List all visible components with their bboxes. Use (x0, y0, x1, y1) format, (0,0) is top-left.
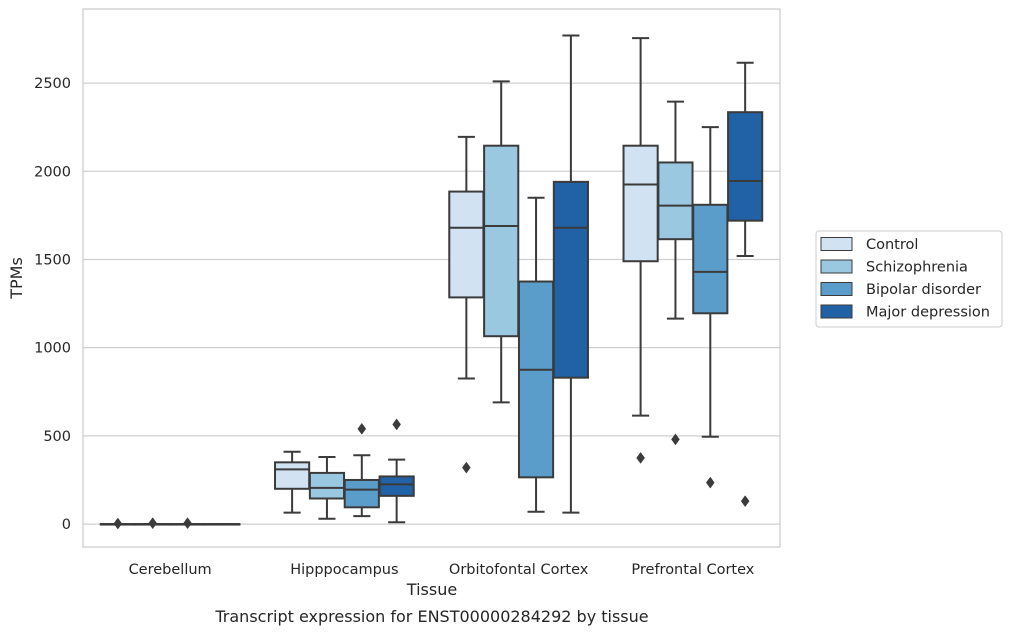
x-axis-label: Tissue (406, 580, 457, 599)
box-body (274, 461, 311, 490)
box-body (343, 478, 380, 509)
outlier-point (636, 451, 645, 464)
box-body (622, 144, 659, 263)
legend-label: Control (866, 237, 918, 253)
box-body (448, 190, 485, 299)
y-axis-label: TPMs (7, 257, 26, 300)
box-body (727, 111, 764, 222)
x-tick-label: Cerebellum (129, 562, 212, 578)
box-body (657, 161, 694, 241)
box-control (274, 450, 311, 514)
y-axis-ticks: 0 500 1000 1500 2000 2500 (34, 76, 71, 533)
box-bipolar-disorder (169, 517, 206, 530)
box-body (378, 475, 415, 497)
outlier-point (183, 517, 192, 530)
legend-frame (815, 230, 1003, 328)
grid-lines (83, 82, 780, 525)
box-major-depression (204, 523, 241, 526)
box-control (622, 37, 659, 464)
box-bipolar-disorder (517, 196, 555, 513)
y-tick-label: 500 (43, 429, 71, 445)
box-bipolar-disorder (343, 422, 380, 518)
legend-label: Major depression (866, 305, 990, 321)
box-body (483, 144, 520, 338)
x-tick-label: Orbitofontal Cortex (449, 562, 589, 578)
outlier-point (740, 495, 750, 508)
box-schizophrenia (657, 100, 694, 446)
legend: Control Schizophrenia Bipolar disorder Majo… (815, 230, 1003, 328)
legend-swatch (820, 259, 853, 274)
outlier-point (705, 476, 715, 489)
y-tick-label: 2000 (34, 164, 71, 180)
box-major-depression (378, 418, 415, 524)
legend-label: Bipolar disorder (866, 282, 981, 298)
box-body (517, 280, 555, 479)
y-tick-label: 0 (62, 517, 71, 533)
outlier-point (357, 422, 367, 435)
box-schizophrenia (134, 517, 171, 530)
box-series-group (99, 34, 764, 530)
plot-area (82, 8, 781, 548)
legend-swatch (820, 237, 853, 251)
x-tick-label: Hipppocampus (290, 562, 398, 578)
box-control (99, 517, 136, 530)
box-body (692, 203, 729, 315)
x-tick-label: Prefrontal Cortex (631, 562, 754, 578)
outlier-point (392, 418, 401, 431)
x-axis-ticks: Cerebellum Hipppocampus Orbitofontal Corte… (129, 562, 755, 578)
y-tick-label: 2500 (34, 76, 71, 92)
outlier-point (113, 517, 123, 530)
box-body (552, 180, 589, 379)
box-major-depression (552, 34, 589, 514)
outlier-point (462, 461, 471, 474)
box-major-depression (727, 61, 764, 508)
legend-swatch (820, 282, 853, 296)
box-body (308, 471, 346, 500)
box-schizophrenia (483, 80, 520, 404)
y-tick-label: 1500 (34, 252, 71, 268)
box-bipolar-disorder (692, 126, 729, 489)
outlier-point (671, 433, 680, 446)
legend-items: Control Schizophrenia Bipolar disorder Majo… (820, 237, 990, 321)
box-schizophrenia (308, 456, 346, 520)
y-tick-label: 1000 (34, 341, 71, 357)
legend-label: Schizophrenia (866, 260, 968, 276)
box-control (448, 135, 485, 474)
outlier-point (148, 517, 158, 530)
chart-caption: Transcript expression for ENST0000028429… (214, 607, 648, 626)
legend-swatch (820, 304, 853, 319)
